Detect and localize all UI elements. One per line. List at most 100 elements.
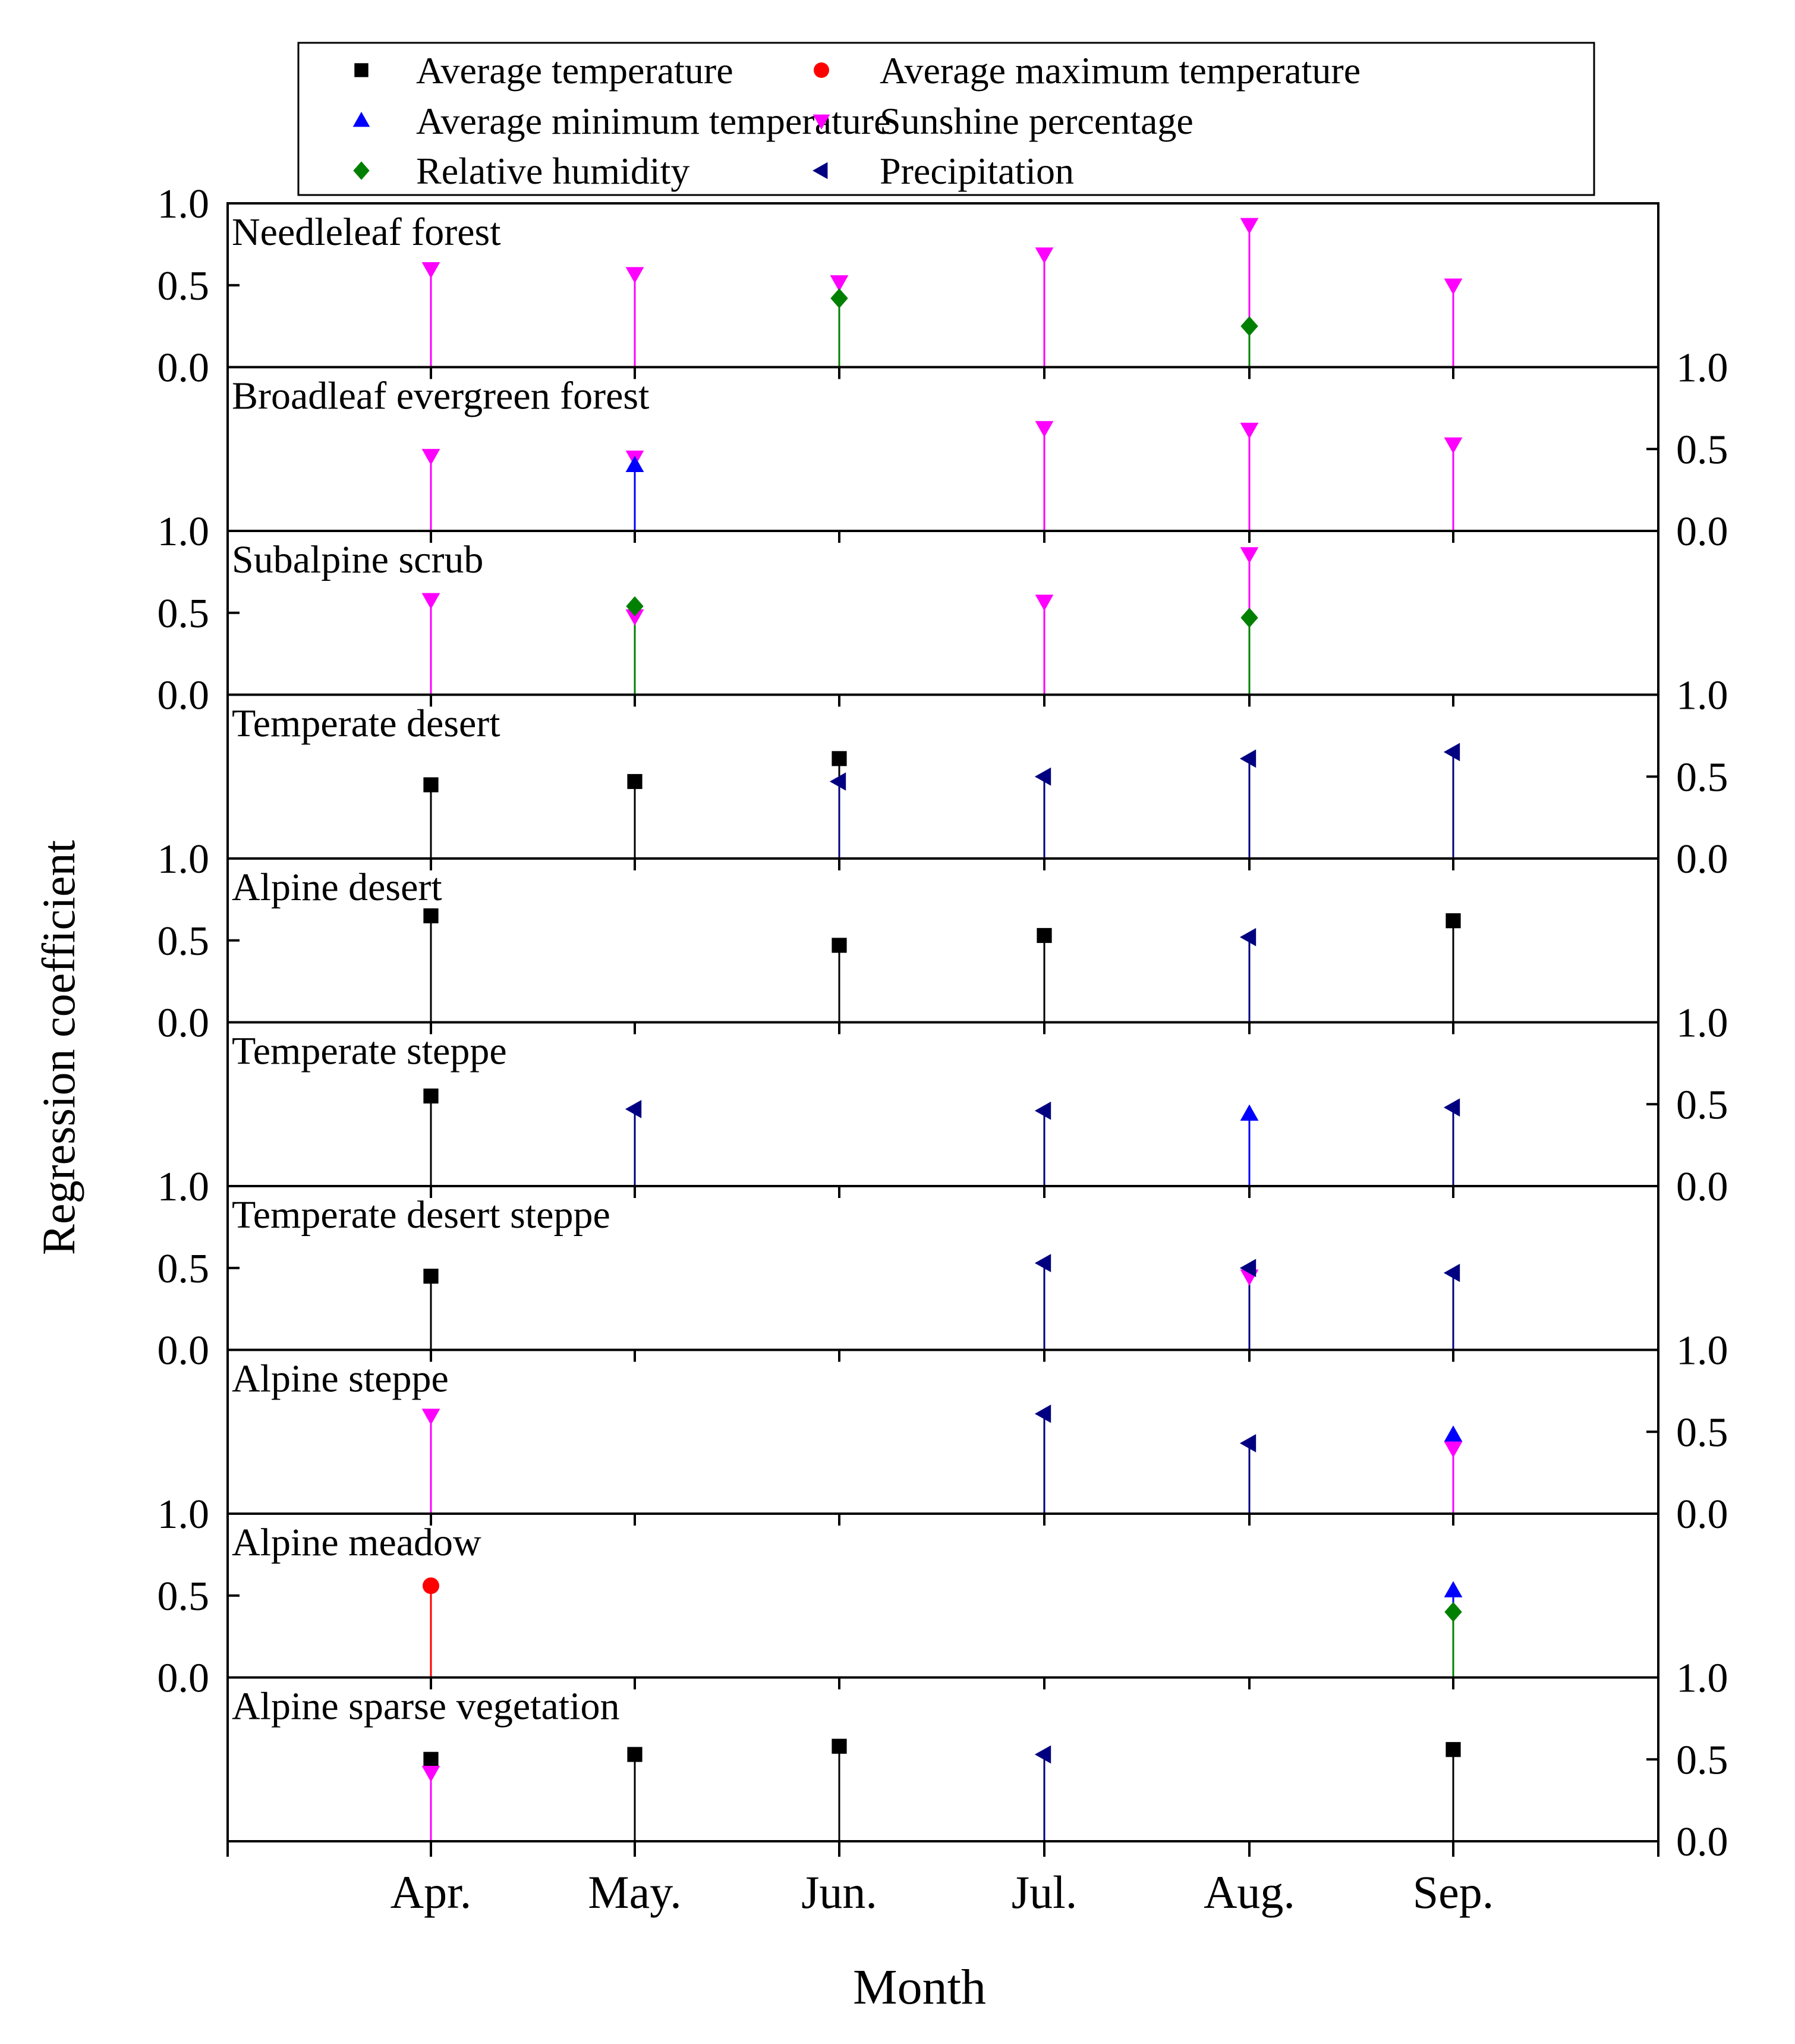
point-precipitation-6 [1443, 1098, 1460, 1117]
point-average-temperature-4 [1037, 927, 1052, 944]
y-tick-label: 1.0 [1676, 1656, 1728, 1702]
y-tick-label: 1.0 [158, 837, 210, 882]
point-sunshine-percentage-4 [1035, 421, 1054, 438]
panel-title: Needleleaf forest [232, 210, 501, 254]
panel-title: Temperate desert [232, 702, 500, 746]
y-tick-label: 0.5 [1676, 754, 1728, 800]
panel-temperate-steppe: 0.0 0.5 1.0 Temperate steppe [226, 1001, 1728, 1210]
x-tick-label-jun: Jun. [801, 1866, 877, 1918]
x-tick-label-jul: Jul. [1012, 1866, 1078, 1918]
point-average-temperature-1 [423, 1088, 439, 1104]
point-relative-humidity-6 [1444, 1602, 1462, 1622]
legend-marker-average-maximum-temperature [814, 62, 829, 78]
panel-title: Alpine desert [232, 866, 442, 909]
point-average-temperature-3 [832, 938, 847, 953]
point-sunshine-percentage-4 [1035, 247, 1054, 264]
y-tick-label: 0.5 [158, 1246, 210, 1292]
legend: Average temperature Average maximum tempe… [297, 42, 1595, 196]
point-average-temperature-2 [627, 1747, 643, 1762]
point-sunshine-percentage-5 [1240, 547, 1259, 564]
x-axis: Apr. May. Jun. Jul. Aug. Sep. [226, 1841, 1659, 1918]
panel-title: Temperate steppe [232, 1030, 507, 1073]
y-tick-label: 1.0 [1676, 345, 1728, 391]
panel-alpine-steppe: 0.0 0.5 1.0 Alpine steppe [226, 1328, 1728, 1537]
panels: 0.0 0.5 1.0 Needleleaf forest 0.0 0.5 1.0 Broad… [158, 181, 1728, 1865]
panel-title: Broadleaf evergreen forest [232, 375, 649, 418]
legend-label-average-maximum-temperature: Average maximum temperature [880, 49, 1361, 92]
point-average-minimum-temperature-2 [625, 455, 644, 472]
y-tick-label: 0.0 [1676, 837, 1728, 882]
point-sunshine-percentage-6 [1444, 437, 1463, 454]
x-axis-label: Month [853, 1960, 986, 2015]
y-tick-label: 1.0 [158, 181, 210, 227]
panel-title: Subalpine scrub [232, 538, 483, 581]
y-tick-label: 0.0 [158, 1001, 210, 1046]
y-tick-label: 0.5 [1676, 1410, 1728, 1455]
point-precipitation-5 [1239, 749, 1256, 768]
legend-marker-average-minimum-temperature [352, 112, 370, 127]
x-tick-label-sep: Sep. [1413, 1866, 1494, 1918]
panel-title: Alpine sparse vegetation [232, 1685, 619, 1728]
y-tick-label: 0.0 [158, 1656, 210, 1702]
panel-alpine-sparse-vegetation: 0.0 0.5 1.0 Alpine sparse vegetation [226, 1656, 1728, 1865]
point-sunshine-percentage-2 [625, 609, 644, 626]
panel-title: Temperate desert steppe [232, 1193, 610, 1237]
y-tick-label: 0.5 [158, 919, 210, 964]
point-precipitation-5 [1239, 1434, 1256, 1452]
point-precipitation-4 [1034, 1745, 1051, 1764]
legend-marker-precipitation [813, 162, 828, 180]
point-sunshine-percentage-6 [1444, 1441, 1463, 1458]
point-precipitation-4 [1034, 1254, 1051, 1272]
point-precipitation-6 [1443, 743, 1460, 762]
point-average-temperature-1 [423, 1268, 439, 1284]
y-tick-label: 0.0 [1676, 1819, 1728, 1865]
point-sunshine-percentage-1 [421, 449, 440, 466]
point-sunshine-percentage-1 [421, 1408, 440, 1425]
point-average-temperature-1 [423, 1751, 439, 1767]
legend-label-average-minimum-temperature: Average minimum temperature [416, 100, 891, 142]
point-average-maximum-temperature-1 [423, 1577, 439, 1595]
point-sunshine-percentage-1 [421, 593, 440, 609]
y-tick-label: 0.5 [158, 591, 210, 637]
y-tick-label: 0.0 [1676, 1492, 1728, 1537]
point-precipitation-5 [1239, 927, 1256, 946]
point-precipitation-2 [625, 1100, 642, 1118]
point-average-temperature-1 [423, 777, 439, 793]
y-axis-label: Regression coefficient [33, 840, 84, 1255]
point-average-temperature-3 [832, 1738, 847, 1754]
y-tick-label: 0.0 [1676, 1164, 1728, 1210]
point-sunshine-percentage-5 [1240, 422, 1259, 439]
y-tick-label: 1.0 [158, 1492, 210, 1537]
point-sunshine-percentage-3 [830, 275, 849, 292]
y-tick-label: 0.0 [158, 673, 210, 719]
point-relative-humidity-2 [626, 596, 644, 617]
y-tick-label: 1.0 [1676, 673, 1728, 719]
legend-box [297, 42, 1595, 196]
panel-subalpine-scrub: 0.0 0.5 1.0 Subalpine scrub [158, 509, 1659, 719]
y-tick-label: 0.5 [158, 263, 210, 309]
point-precipitation-4 [1034, 1101, 1051, 1120]
point-average-minimum-temperature-6 [1444, 1425, 1463, 1442]
point-relative-humidity-3 [830, 288, 848, 309]
panel-temperate-desert-steppe: 0.0 0.5 1.0 Temperate desert steppe [158, 1164, 1659, 1374]
legend-marker-sunshine-percentage [813, 114, 830, 130]
y-tick-label: 0.5 [1676, 1737, 1728, 1783]
point-sunshine-percentage-4 [1035, 595, 1054, 611]
panel-alpine-meadow: 0.0 0.5 1.0 Alpine meadow [158, 1492, 1659, 1702]
y-tick-label: 1.0 [1676, 1001, 1728, 1046]
legend-marker-average-temperature [354, 63, 369, 77]
panel-title: Alpine steppe [232, 1357, 449, 1401]
point-average-temperature-3 [832, 751, 847, 766]
y-tick-label: 1.0 [1676, 1328, 1728, 1374]
y-tick-label: 1.0 [158, 509, 210, 555]
y-tick-label: 0.0 [158, 345, 210, 391]
legend-label-average-temperature: Average temperature [416, 49, 733, 92]
point-precipitation-6 [1443, 1263, 1460, 1282]
point-precipitation-5 [1239, 1259, 1256, 1278]
point-average-temperature-1 [423, 908, 439, 924]
legend-marker-relative-humidity [353, 161, 370, 180]
x-tick-label-may: May. [588, 1866, 681, 1918]
point-relative-humidity-5 [1240, 608, 1258, 628]
y-tick-label: 0.5 [1676, 427, 1728, 473]
